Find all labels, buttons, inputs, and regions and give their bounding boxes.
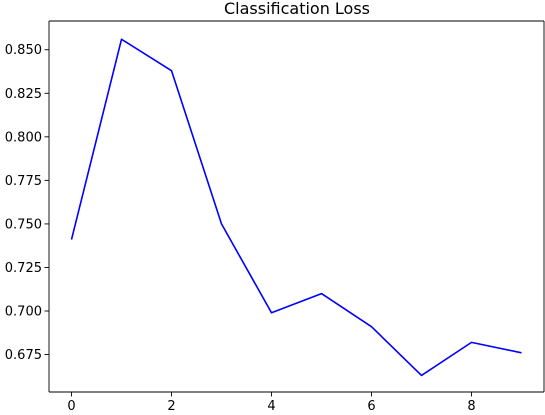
chart-title: Classification Loss [224,0,370,18]
y-tick-label: 0.675 [5,348,42,363]
y-tick-label: 0.850 [5,43,42,58]
x-tick-label: 0 [67,399,75,414]
y-tick-label: 0.775 [5,174,42,189]
x-tick-label: 4 [267,399,275,414]
y-tick-label: 0.725 [5,261,42,276]
x-tick-label: 2 [167,399,175,414]
y-tick-label: 0.700 [5,305,42,320]
y-tick-label: 0.825 [5,87,42,102]
plot-area: 0 2 4 6 8 0.675 0.700 0.725 0.750 0.775 0.800 0.825… [5,20,545,414]
y-tick-label: 0.800 [5,130,42,145]
y-tick-label: 0.750 [5,217,42,232]
x-tick-label: 6 [367,399,375,414]
x-tick-label: 8 [467,399,475,414]
series-line-0 [70,38,522,377]
